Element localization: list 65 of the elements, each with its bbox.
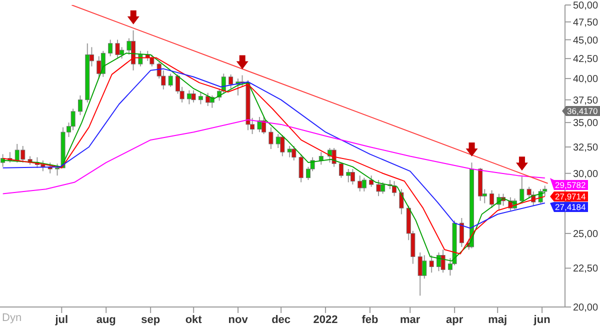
y-tick-label: 22,50 [573,264,598,275]
x-tick-label: dec [272,314,291,326]
candlestick [292,145,296,161]
x-tick-label: aug [96,314,116,326]
candlestick [338,162,344,178]
candlestick [459,218,464,248]
y-tick-label: 35,00 [573,118,598,130]
candlestick [520,176,524,204]
candlestick [440,249,446,274]
x-tick-label: okt [185,314,202,326]
candlestick [490,190,494,209]
candlestick [318,152,324,166]
y-tick-label: 45,00 [573,35,598,46]
candlestick [138,50,143,67]
candlestick [115,39,120,60]
data-label: 27,4184 [555,202,586,212]
candlestick [346,168,351,183]
candlestick [96,56,102,80]
x-tick-label: feb [362,314,379,326]
candlestick [191,90,196,103]
data-label: 29,5782 [555,180,586,190]
candlestick [78,94,82,116]
candlestick [228,74,234,90]
candlestick [206,92,210,107]
candlestick [55,163,60,176]
line-series [2,68,546,229]
candlestick [429,254,434,274]
candlestick [418,252,422,296]
candlestick [108,39,113,57]
x-tick-label: 2022 [313,314,338,326]
x-tick-label: maj [488,314,508,326]
y-tick-label: 25,00 [573,229,598,240]
y-tick-label: 20,00 [573,302,598,314]
y-tick-label: 50,00 [573,0,598,12]
candlestick [268,126,274,150]
candlestick [399,188,404,215]
candlestick [198,92,203,105]
y-tick-label: 32,50 [573,142,598,154]
candlestick [298,154,304,183]
y-tick-label: 40,00 [573,74,598,86]
candlestick [280,134,285,157]
candlestick [376,180,381,197]
y-tick-label: 30,00 [573,168,598,180]
text: 36,4170 [567,106,598,116]
text: Dyn [2,312,22,324]
x-tick-label: jun [532,314,551,326]
x-tick-label: apr [446,314,464,326]
y-tick-label: 37,50 [573,95,598,106]
x-tick-label: jul [54,314,68,326]
candlestick [100,50,106,78]
candlestick [358,175,362,192]
candlestick [287,145,292,158]
candlestick [422,254,427,280]
y-tick-label: 47,50 [573,17,598,28]
candlestick [150,54,154,67]
x-tick-label: nov [228,314,249,326]
data-label: 27,9714 [555,191,586,202]
y-tick-label: 42,50 [573,54,598,66]
x-tick-label: mar [400,314,421,326]
line-series [2,119,546,194]
x-tick-label: sep [141,314,160,326]
candlestick [350,168,355,186]
candlestick [168,73,173,88]
candlestick [369,175,374,188]
candlestick [362,177,366,192]
